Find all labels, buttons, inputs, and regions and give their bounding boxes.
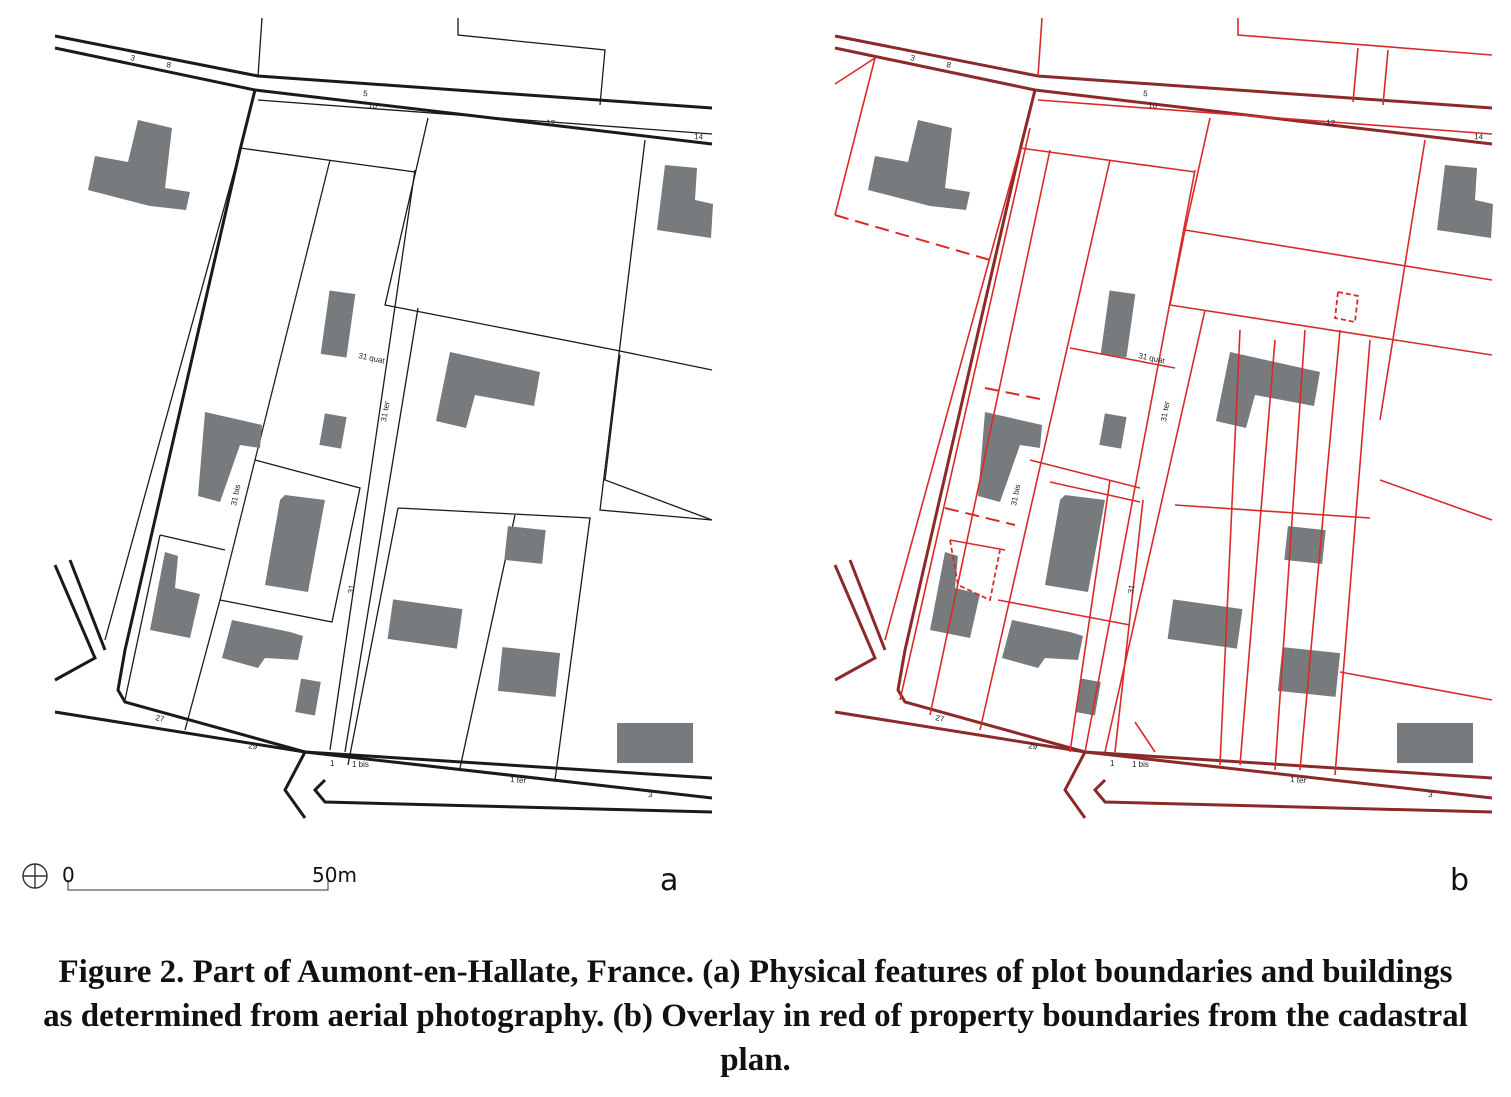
address-label: 14 xyxy=(694,132,704,142)
address-label: 31 quat xyxy=(358,351,387,366)
address-label: 14 xyxy=(1474,132,1484,142)
address-label: 29 xyxy=(248,741,259,752)
address-label: 1 xyxy=(1110,759,1115,768)
address-label: 3 xyxy=(1428,790,1434,799)
scale-end-label: 50m xyxy=(312,863,357,887)
map-panel-b: 3 8 5 10 12 14 31 quat 31 ter 31 bis 31 … xyxy=(833,17,1493,898)
address-labels: 3 8 5 10 12 14 31 quat 31 ter 31 bis 31 … xyxy=(130,53,704,799)
address-label: 1 bis xyxy=(1132,760,1149,769)
address-label: 31 xyxy=(346,583,357,594)
building-footprints xyxy=(868,120,1493,763)
north-symbol-icon xyxy=(22,863,48,889)
address-label: 8 xyxy=(946,60,953,70)
figure-caption: Figure 2. Part of Aumont-en-Hallate, Fra… xyxy=(43,954,1468,1078)
buildings xyxy=(88,120,713,763)
address-label: 31 ter xyxy=(1159,400,1171,422)
address-label: 10 xyxy=(1148,101,1158,111)
address-label: 27 xyxy=(935,713,946,724)
address-label: 5 xyxy=(1143,89,1149,98)
address-label: 1 ter xyxy=(1290,775,1307,785)
address-label: 5 xyxy=(363,89,369,98)
address-label: 3 xyxy=(648,790,654,799)
map-panel-a: 3 8 5 10 12 14 31 quat 31 ter 31 bis 31 … xyxy=(22,17,713,898)
address-label: 12 xyxy=(1326,118,1336,128)
dashed-boundaries xyxy=(834,214,1359,602)
address-label: 1 ter xyxy=(510,775,527,785)
address-label: 27 xyxy=(155,713,166,724)
scale-bar: 0 50m xyxy=(62,863,357,891)
address-label: 3 xyxy=(130,53,137,63)
scale-start-label: 0 xyxy=(62,863,75,887)
address-label: 1 xyxy=(330,759,335,768)
panel-label-b: b xyxy=(1450,863,1469,898)
address-label: 31 bis xyxy=(229,484,242,507)
address-label: 31 xyxy=(1126,583,1137,594)
address-label: 12 xyxy=(546,118,556,128)
panel-label-a: a xyxy=(660,863,678,898)
address-label: 31 bis xyxy=(1009,484,1022,507)
address-label: 1 bis xyxy=(352,760,369,769)
address-label: 3 xyxy=(910,53,917,63)
address-label: 8 xyxy=(166,60,173,70)
address-label: 10 xyxy=(368,101,378,111)
cadastral-boundaries xyxy=(834,17,1493,776)
address-label: 29 xyxy=(1028,741,1039,752)
plot-boundaries xyxy=(104,17,713,781)
address-label: 31 ter xyxy=(379,400,391,422)
